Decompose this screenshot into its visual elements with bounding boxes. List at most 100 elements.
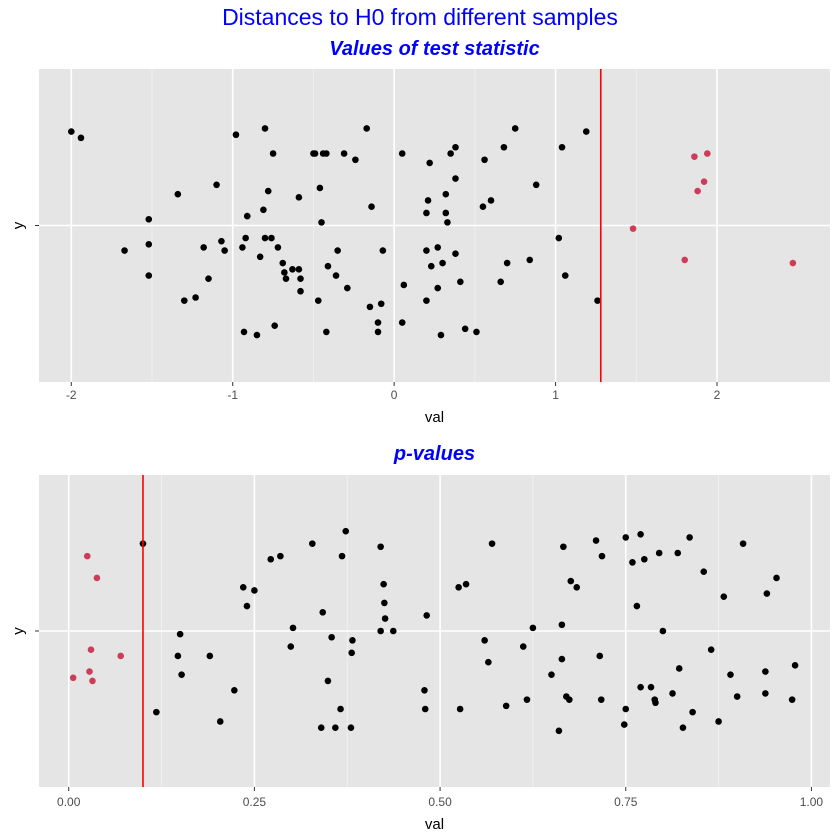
data-point <box>295 266 303 273</box>
data-point <box>437 331 445 339</box>
data-point <box>319 608 327 616</box>
data-point <box>773 574 780 582</box>
chart-title: p-values <box>393 443 475 465</box>
data-point <box>548 671 555 678</box>
data-point <box>592 537 600 544</box>
data-point <box>200 244 207 251</box>
data-point <box>679 724 687 732</box>
data-point <box>488 540 496 547</box>
data-point <box>366 303 374 311</box>
data-point <box>655 549 663 557</box>
data-point <box>455 584 462 591</box>
data-point <box>503 259 511 267</box>
data-point <box>332 724 339 732</box>
data-point <box>67 128 75 135</box>
data-point <box>481 637 488 644</box>
data-point <box>674 549 682 557</box>
x-tick-label: 0 <box>391 388 398 402</box>
data-point <box>461 325 469 333</box>
data-point <box>324 677 332 685</box>
data-point <box>659 627 667 635</box>
data-point <box>342 527 350 535</box>
data-point <box>206 652 214 660</box>
data-point <box>379 247 387 254</box>
data-point <box>439 259 446 267</box>
data-point <box>363 125 371 132</box>
data-point <box>427 262 435 270</box>
data-point <box>334 247 341 254</box>
data-point <box>423 247 430 254</box>
data-point <box>637 683 644 691</box>
data-point <box>218 237 225 245</box>
data-point <box>566 696 573 703</box>
x-tick-label: -2 <box>66 388 77 402</box>
data-point <box>727 671 734 678</box>
data-point <box>675 665 683 672</box>
data-point <box>398 150 406 157</box>
data-point <box>689 708 696 716</box>
data-point <box>153 708 160 716</box>
data-point <box>561 272 569 279</box>
x-tick-label: 0.75 <box>614 795 638 809</box>
data-point <box>442 209 450 217</box>
data-point <box>121 247 128 254</box>
data-point <box>269 150 277 157</box>
data-point <box>669 690 676 697</box>
data-point <box>281 269 288 276</box>
data-point <box>89 677 96 685</box>
data-point <box>279 259 287 267</box>
data-point <box>374 319 382 326</box>
data-point <box>447 150 454 157</box>
data-point <box>423 297 430 304</box>
data-point <box>400 281 408 289</box>
data-point <box>497 278 504 286</box>
data-point <box>69 674 77 682</box>
y-axis-label: y <box>10 221 27 229</box>
data-point <box>274 244 282 251</box>
data-point <box>377 543 384 551</box>
data-point <box>316 184 324 192</box>
data-point <box>221 247 228 254</box>
data-point <box>349 637 356 644</box>
data-point <box>452 143 459 151</box>
data-point <box>707 646 715 654</box>
data-point <box>178 671 185 678</box>
x-tick-label: 0.00 <box>57 795 81 809</box>
data-point <box>377 627 384 635</box>
x-axis-label: val <box>425 816 444 833</box>
data-point <box>526 256 534 264</box>
data-point <box>622 705 630 713</box>
data-point <box>317 724 325 732</box>
data-point <box>398 319 406 326</box>
data-point <box>381 615 389 622</box>
data-point <box>295 194 303 201</box>
data-point <box>452 250 459 257</box>
data-point <box>637 530 644 538</box>
data-point <box>314 297 322 304</box>
data-point <box>380 580 387 588</box>
data-point <box>377 300 385 308</box>
data-point <box>271 322 278 329</box>
data-point <box>328 633 335 641</box>
data-point <box>424 197 432 204</box>
data-point <box>594 297 601 304</box>
data-point <box>555 727 563 735</box>
data-point <box>93 574 101 582</box>
data-point <box>289 266 296 273</box>
data-point <box>704 150 711 157</box>
data-point <box>473 328 480 336</box>
data-point <box>423 209 430 217</box>
data-point <box>323 328 330 336</box>
data-point <box>500 143 508 151</box>
data-point <box>311 150 319 157</box>
data-point <box>456 705 464 713</box>
data-point <box>558 621 566 629</box>
data-point <box>421 705 429 713</box>
data-point <box>691 153 698 160</box>
data-point <box>352 156 359 164</box>
data-point <box>633 602 641 610</box>
data-point <box>788 696 796 703</box>
data-point <box>87 646 95 654</box>
data-point <box>282 275 290 283</box>
data-point <box>145 272 153 279</box>
